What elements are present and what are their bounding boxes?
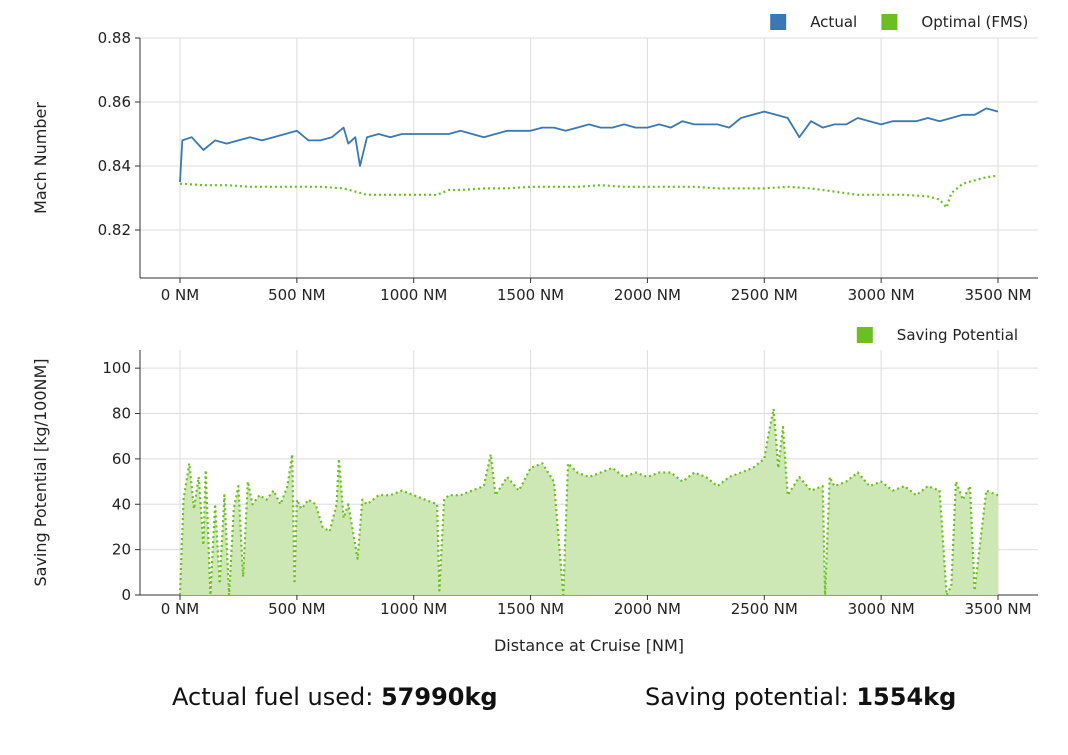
- y-tick-label: 0.88: [98, 29, 131, 47]
- actual-fuel-summary: Actual fuel used: 57990kg: [172, 683, 498, 711]
- x-tick-label: 0 NM: [161, 286, 199, 304]
- y-tick-label: 0.84: [98, 157, 131, 175]
- series-group: [178, 407, 999, 595]
- mach-number-plot: 0 NM 500 NM 1000 NM 1500 NM 2000 NM 2500 NM 30…: [31, 13, 1038, 304]
- x-tick-label: 500 NM: [268, 600, 326, 618]
- saving-potential-value: 1554kg: [856, 683, 957, 711]
- y-tick-label: 0.82: [98, 221, 131, 239]
- actual-fuel-label: Actual fuel used:: [172, 683, 381, 711]
- saving-potential-plot: 0 NM 500 NM 1000 NM 1500 NM 2000 NM 2500 NM 30…: [31, 326, 1038, 655]
- x-tick-label: 2000 NM: [614, 600, 681, 618]
- y-tick-label: 100: [102, 359, 131, 377]
- x-tick-label: 1000 NM: [380, 286, 447, 304]
- x-tick-label: 1000 NM: [380, 600, 447, 618]
- legend-label: Saving Potential: [897, 326, 1018, 344]
- x-tick-label: 2500 NM: [731, 600, 798, 618]
- x-tick-label: 3500 NM: [964, 286, 1031, 304]
- x-tick-label: 3000 NM: [848, 286, 915, 304]
- legend-swatch: [881, 14, 898, 30]
- legend-label: Actual: [810, 13, 857, 31]
- y-axis-label: Saving Potential [kg/100NM]: [31, 358, 50, 586]
- saving-potential-summary: Saving potential: 1554kg: [645, 683, 956, 711]
- legend-swatch: [770, 14, 787, 30]
- x-axis-label: Distance at Cruise [NM]: [494, 636, 684, 655]
- x-tick-label: 2500 NM: [731, 286, 798, 304]
- saving-potential-area: [180, 409, 998, 595]
- y-tick-label: 60: [112, 450, 131, 468]
- x-tick-label: 0 NM: [161, 600, 199, 618]
- y-tick-label: 0: [121, 586, 131, 604]
- x-tick-label: 500 NM: [268, 286, 326, 304]
- actual-line: [179, 107, 999, 183]
- y-tick-label: 40: [112, 495, 131, 513]
- y-tick-label: 20: [112, 541, 131, 559]
- saving-potential-label: Saving potential:: [645, 683, 857, 711]
- optimal-fms-line: [179, 174, 999, 209]
- x-tick-label: 1500 NM: [497, 286, 564, 304]
- x-tick-label: 3500 NM: [964, 600, 1031, 618]
- chart-canvas: 0 NM 500 NM 1000 NM 1500 NM 2000 NM 2500 NM 30…: [31, 13, 1038, 655]
- x-tick-label: 3000 NM: [848, 600, 915, 618]
- x-tick-label: 2000 NM: [614, 286, 681, 304]
- series-group: [179, 107, 999, 209]
- y-tick-label: 0.86: [98, 93, 131, 111]
- legend-swatch: [856, 327, 873, 343]
- y-tick-label: 80: [112, 405, 131, 423]
- y-axis-label: Mach Number: [31, 102, 50, 214]
- x-tick-label: 1500 NM: [497, 600, 564, 618]
- actual-fuel-value: 57990kg: [380, 683, 498, 711]
- legend-label: Optimal (FMS): [921, 13, 1028, 31]
